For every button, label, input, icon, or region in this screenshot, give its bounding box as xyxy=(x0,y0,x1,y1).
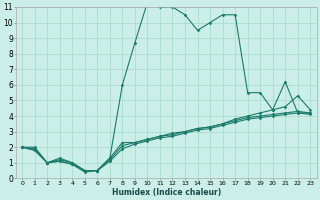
X-axis label: Humidex (Indice chaleur): Humidex (Indice chaleur) xyxy=(112,188,221,197)
